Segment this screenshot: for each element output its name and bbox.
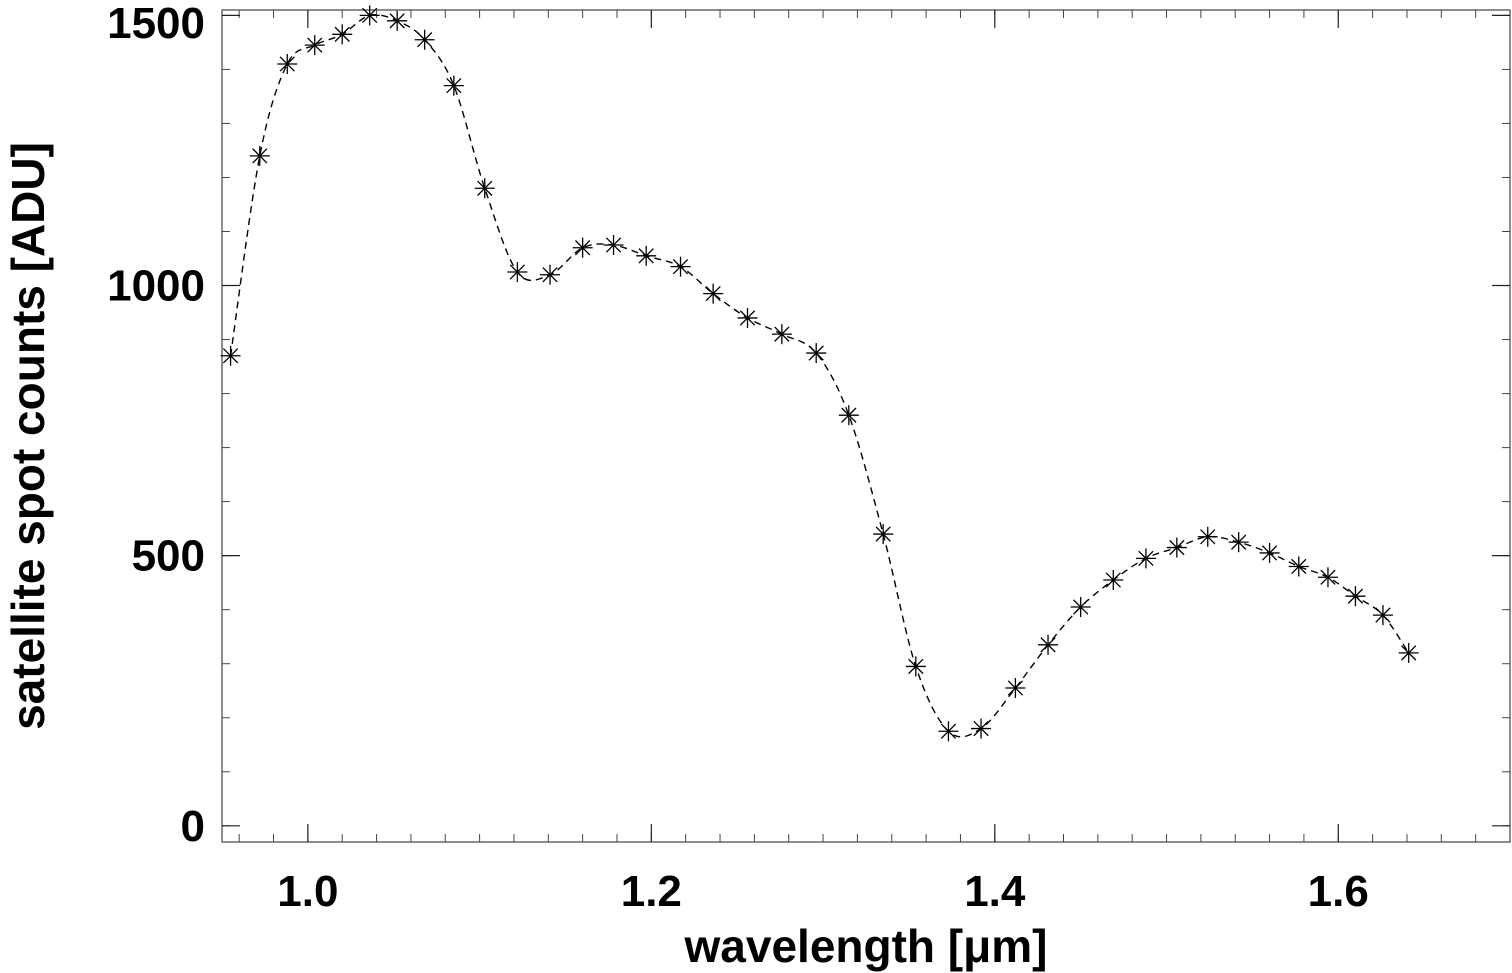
data-point — [1070, 596, 1091, 617]
data-point — [1166, 537, 1187, 558]
series-line — [229, 14, 1410, 738]
x-tick-label: 1.2 — [621, 867, 682, 916]
data-point — [1372, 605, 1393, 626]
data-point — [873, 524, 894, 545]
y-tick-label: 1500 — [107, 0, 205, 48]
data-point — [1197, 526, 1218, 547]
plot-frame — [221, 9, 1511, 843]
x-tick-label: 1.0 — [277, 867, 338, 916]
data-point — [938, 721, 959, 742]
data-point — [220, 345, 241, 366]
data-point — [474, 178, 495, 199]
data-point — [1103, 569, 1124, 590]
data-point — [572, 237, 593, 258]
data-point — [806, 343, 827, 364]
y-axis-title: satellite spot counts [ADU] — [2, 142, 54, 730]
y-tick-label: 1000 — [107, 262, 205, 311]
x-tick-label: 1.4 — [964, 867, 1026, 916]
data-point — [1345, 586, 1366, 607]
data-point — [1038, 634, 1059, 655]
data-point — [905, 656, 926, 677]
data-point — [304, 35, 325, 56]
data-point — [1259, 542, 1280, 563]
data-point — [359, 5, 380, 26]
data-point — [1317, 567, 1338, 588]
data-point — [703, 283, 724, 304]
data-point — [332, 24, 353, 45]
data-point — [1228, 532, 1249, 553]
data-point — [771, 324, 792, 345]
data-point — [670, 256, 691, 277]
data-point — [1135, 548, 1156, 569]
data-point — [838, 405, 859, 426]
x-axis-title: wavelength [μm] — [684, 920, 1048, 972]
data-point — [737, 307, 758, 328]
data-point — [540, 264, 561, 285]
data-point — [1398, 642, 1419, 663]
data-point — [443, 75, 464, 96]
data-point — [636, 245, 657, 266]
y-tick-label: 0 — [181, 802, 205, 851]
data-point — [414, 29, 435, 50]
data-point — [1288, 556, 1309, 577]
y-tick-label: 500 — [132, 532, 205, 581]
data-point — [971, 718, 992, 739]
x-tick-label: 1.6 — [1308, 867, 1369, 916]
data-point — [507, 262, 528, 283]
data-point — [277, 54, 298, 75]
data-point — [249, 145, 270, 166]
data-point — [603, 235, 624, 256]
data-point — [1005, 678, 1026, 699]
data-point — [387, 10, 408, 31]
